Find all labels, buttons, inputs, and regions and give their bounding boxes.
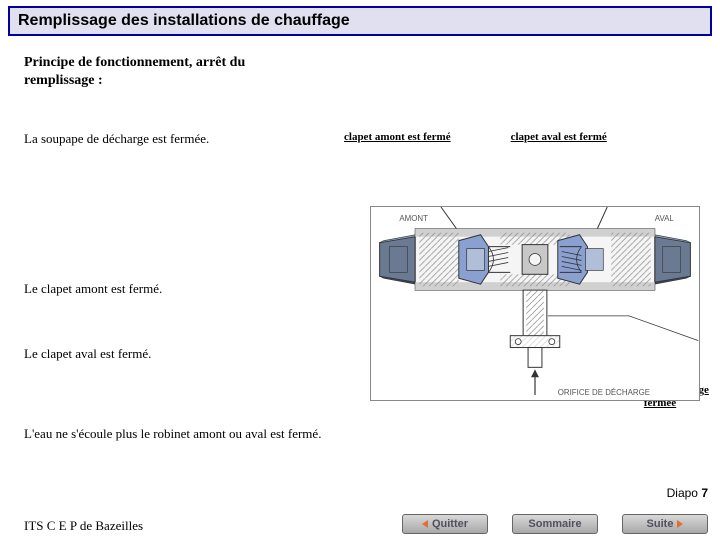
right-nut (655, 235, 691, 284)
page-title: Remplissage des installations de chauffa… (18, 12, 702, 30)
content: Principe de fonctionnement, arrêt du rem… (0, 36, 720, 147)
slide-prefix: Diapo (667, 486, 702, 500)
svg-text-orifice: ORIFICE DE DÉCHARGE (558, 388, 650, 397)
valve-diagram: AMONT AVAL (370, 206, 700, 401)
desc-4: L'eau ne s'écoule plus le robinet amont … (24, 426, 321, 442)
desc-3: Le clapet aval est fermé. (24, 346, 151, 362)
svg-text-aval: AVAL (655, 214, 675, 223)
arrow-left-icon (422, 520, 428, 528)
valve-svg: AMONT AVAL (371, 207, 699, 400)
top-labels: clapet amont est fermé clapet aval est f… (324, 131, 696, 144)
title-bar: Remplissage des installations de chauffa… (8, 6, 712, 36)
source-text: ITS C E P de Bazeilles (24, 518, 143, 534)
label-amont: clapet amont est fermé (344, 131, 451, 144)
quitter-label: Quitter (432, 518, 468, 530)
footer: Diapo 7 ITS C E P de Bazeilles Quitter S… (0, 498, 720, 538)
sommaire-button[interactable]: Sommaire (512, 514, 598, 534)
svg-text-amont: AMONT (399, 214, 428, 223)
nav-buttons: Quitter Sommaire Suite (402, 514, 708, 534)
row-1: La soupape de décharge est fermée. clape… (24, 131, 696, 147)
suite-button[interactable]: Suite (622, 514, 708, 534)
slide-num-value: 7 (701, 486, 708, 500)
left-nut (380, 235, 416, 284)
label-aval: clapet aval est fermé (511, 131, 607, 144)
desc-2: Le clapet amont est fermé. (24, 281, 162, 297)
slide-number: Diapo 7 (667, 486, 708, 500)
desc-1: La soupape de décharge est fermée. (24, 131, 324, 147)
arrow-right-icon (677, 520, 683, 528)
suite-label: Suite (647, 518, 674, 530)
quitter-button[interactable]: Quitter (402, 514, 488, 534)
sommaire-label: Sommaire (528, 518, 581, 530)
subtitle: Principe de fonctionnement, arrêt du rem… (24, 54, 284, 89)
